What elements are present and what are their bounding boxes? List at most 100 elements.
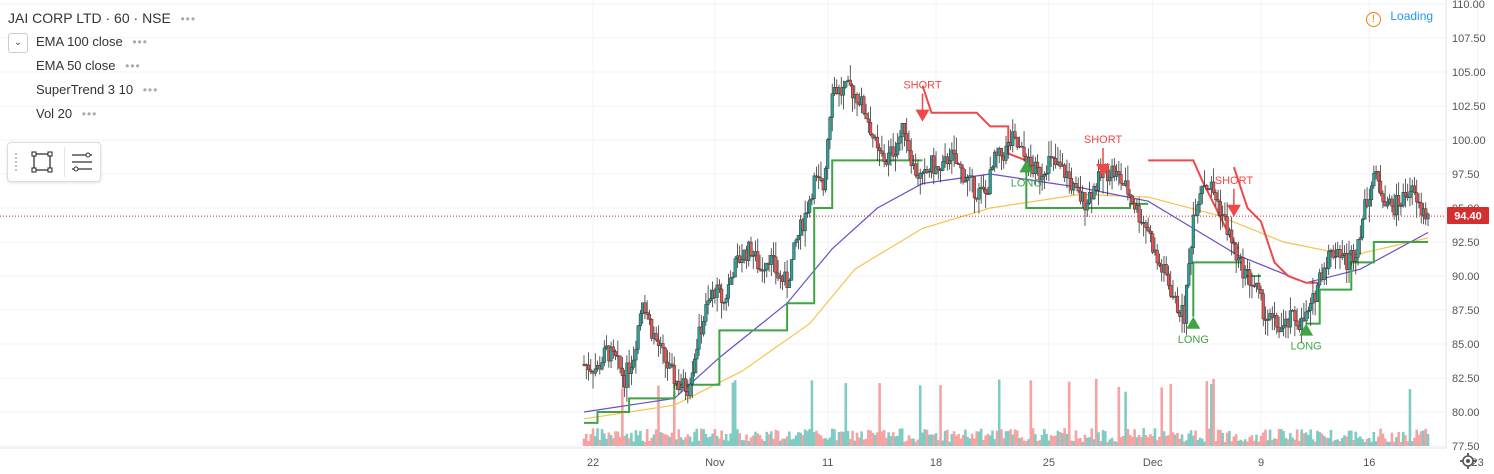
time-tick-label: 18 — [930, 457, 942, 469]
last-price-badge — [1447, 207, 1489, 224]
volume-bar — [1214, 441, 1218, 446]
candle-body — [1309, 302, 1313, 311]
indicator-menu-dots-icon[interactable]: ••• — [125, 59, 141, 73]
volume-bar — [812, 432, 816, 446]
volume-bar — [1004, 431, 1008, 446]
candle-body — [993, 151, 997, 168]
volume-bar — [790, 439, 793, 446]
volume-bar — [858, 437, 861, 446]
candle-body — [902, 123, 906, 134]
volume-bar — [634, 430, 638, 446]
volume-bar — [625, 433, 629, 446]
volume-bar — [977, 431, 981, 446]
indicator-menu-dots-icon[interactable]: ••• — [81, 107, 98, 121]
candle-body — [875, 136, 879, 149]
volume-bar — [686, 434, 690, 446]
candle-body — [1279, 327, 1283, 333]
candle-body — [1175, 295, 1180, 313]
candle-body — [1058, 161, 1062, 167]
legend-indicator-ema50[interactable]: EMA 50 close ••• — [8, 54, 196, 78]
indicator-menu-dots-icon[interactable]: ••• — [142, 83, 159, 97]
volume-bar — [943, 430, 947, 446]
candle-body — [632, 359, 636, 368]
volume-bar — [596, 428, 599, 446]
candle-body — [977, 188, 981, 200]
volume-bar — [810, 380, 814, 446]
candle-body — [914, 163, 918, 176]
candle-body — [625, 362, 629, 388]
candle-body — [1128, 193, 1132, 197]
volume-bar — [1417, 434, 1421, 446]
volume-bar — [756, 433, 760, 446]
volume-bar — [792, 438, 796, 446]
volume-bar — [1097, 432, 1100, 446]
volume-bar — [853, 440, 857, 446]
candle-body — [954, 153, 958, 164]
candle-body — [1315, 284, 1319, 303]
volume-bar — [1239, 439, 1242, 446]
time-tick-label: Dec — [1143, 457, 1163, 469]
volume-bar — [864, 438, 868, 446]
volume-bar — [921, 432, 924, 446]
chevron-down-icon[interactable]: ⌄ — [8, 33, 28, 53]
volume-bar — [1119, 437, 1123, 446]
volume-bar — [584, 433, 588, 446]
rectangle-tool-icon[interactable] — [30, 150, 54, 174]
volume-bar — [1015, 430, 1019, 446]
lines-tool-icon[interactable] — [70, 150, 94, 174]
candle-body — [1385, 202, 1389, 207]
volume-bar — [1241, 441, 1245, 446]
volume-bar — [1088, 437, 1091, 446]
volume-bar — [733, 380, 737, 446]
volume-bar — [672, 391, 676, 446]
volume-bar — [819, 435, 823, 446]
volume-bar — [679, 437, 683, 446]
volume-bar — [966, 436, 969, 446]
volume-bar — [1203, 441, 1206, 446]
indicator-menu-dots-icon[interactable]: ••• — [132, 35, 148, 49]
candle-body — [1417, 201, 1421, 204]
candle-body — [1376, 171, 1380, 182]
settings-gear-icon[interactable] — [1460, 453, 1476, 469]
volume-bar — [1255, 434, 1258, 446]
volume-bar — [763, 441, 766, 446]
volume-bar — [968, 438, 972, 446]
candle-body — [720, 288, 724, 303]
volume-bar — [1298, 440, 1301, 446]
volume-bar — [903, 441, 906, 446]
candle-body — [772, 255, 776, 258]
candle-body — [679, 387, 683, 391]
title-menu-dots-icon[interactable]: ••• — [180, 12, 197, 26]
volume-bar — [1374, 441, 1378, 446]
volume-bar — [1083, 434, 1087, 446]
volume-bar — [603, 433, 606, 446]
volume-bar — [1034, 434, 1037, 446]
candle-body — [1236, 257, 1240, 261]
legend-indicator-supertrend[interactable]: SuperTrend 3 10 ••• — [8, 78, 196, 102]
volume-bar — [1401, 431, 1405, 446]
volume-bar — [1304, 432, 1308, 446]
candle-body — [1092, 186, 1096, 200]
warning-icon[interactable]: ! — [1366, 12, 1381, 27]
candle-body — [1157, 262, 1162, 266]
volume-bar — [1275, 438, 1279, 446]
candle-body — [661, 343, 665, 349]
volume-bar — [855, 432, 859, 446]
candle-body — [850, 84, 855, 99]
legend-indicator-ema100[interactable]: ⌄ EMA 100 close ••• — [8, 30, 196, 54]
candle-body — [948, 160, 952, 165]
indicator-label: SuperTrend 3 10 — [36, 82, 134, 97]
candle-body — [1155, 249, 1159, 264]
candle-body — [776, 272, 780, 279]
drag-handle-icon[interactable] — [14, 152, 18, 172]
volume-bar — [927, 434, 931, 446]
legend-indicator-volume[interactable]: Vol 20 ••• — [8, 102, 196, 126]
volume-bar — [821, 438, 825, 446]
volume-bar — [797, 432, 800, 446]
candle-body — [1351, 250, 1356, 262]
candle-body — [1243, 269, 1247, 279]
volume-bar — [936, 440, 940, 446]
candle-body — [1040, 175, 1044, 181]
candle-body — [963, 180, 967, 183]
